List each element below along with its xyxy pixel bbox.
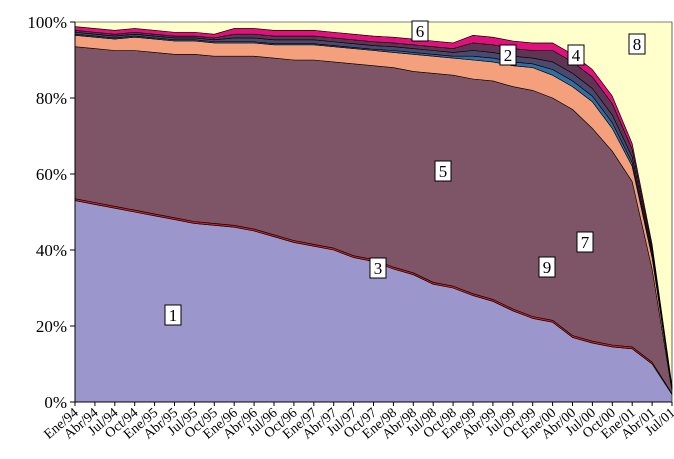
label-box — [164, 304, 182, 326]
series-label: 1 — [164, 304, 182, 326]
label-box — [411, 20, 429, 42]
series-label: 3 — [369, 257, 387, 279]
series-label: 2 — [499, 44, 517, 66]
label-box — [567, 44, 585, 66]
series-label: 6 — [411, 20, 429, 42]
legend-label: 5 — [439, 162, 448, 181]
legend-label: 3 — [374, 259, 383, 278]
series-label: 4 — [567, 44, 585, 66]
legend-label: 1 — [169, 306, 178, 325]
y-tick-label: 40% — [36, 241, 67, 260]
legend-label: 8 — [633, 35, 642, 54]
legend-label: 2 — [504, 46, 513, 65]
y-tick-label: 20% — [36, 317, 67, 336]
area — [74, 21, 673, 386]
legend-label: 9 — [543, 258, 552, 277]
label-box — [576, 231, 594, 253]
series-label: 5 — [434, 160, 452, 182]
series-label: 9 — [538, 256, 556, 278]
y-tick-label: 60% — [36, 165, 67, 184]
label-box — [369, 257, 387, 279]
label-box — [538, 256, 556, 278]
label-box — [434, 160, 452, 182]
series-label: 7 — [576, 231, 594, 253]
label-box — [628, 33, 646, 55]
legend-label: 4 — [572, 46, 581, 65]
y-tick-label: 80% — [36, 89, 67, 108]
y-tick-label: 100% — [27, 13, 67, 32]
series-label: 8 — [628, 33, 646, 55]
label-box — [499, 44, 517, 66]
legend-label: 7 — [581, 233, 590, 252]
legend-label: 6 — [416, 22, 425, 41]
y-tick-label: 0% — [44, 393, 67, 412]
